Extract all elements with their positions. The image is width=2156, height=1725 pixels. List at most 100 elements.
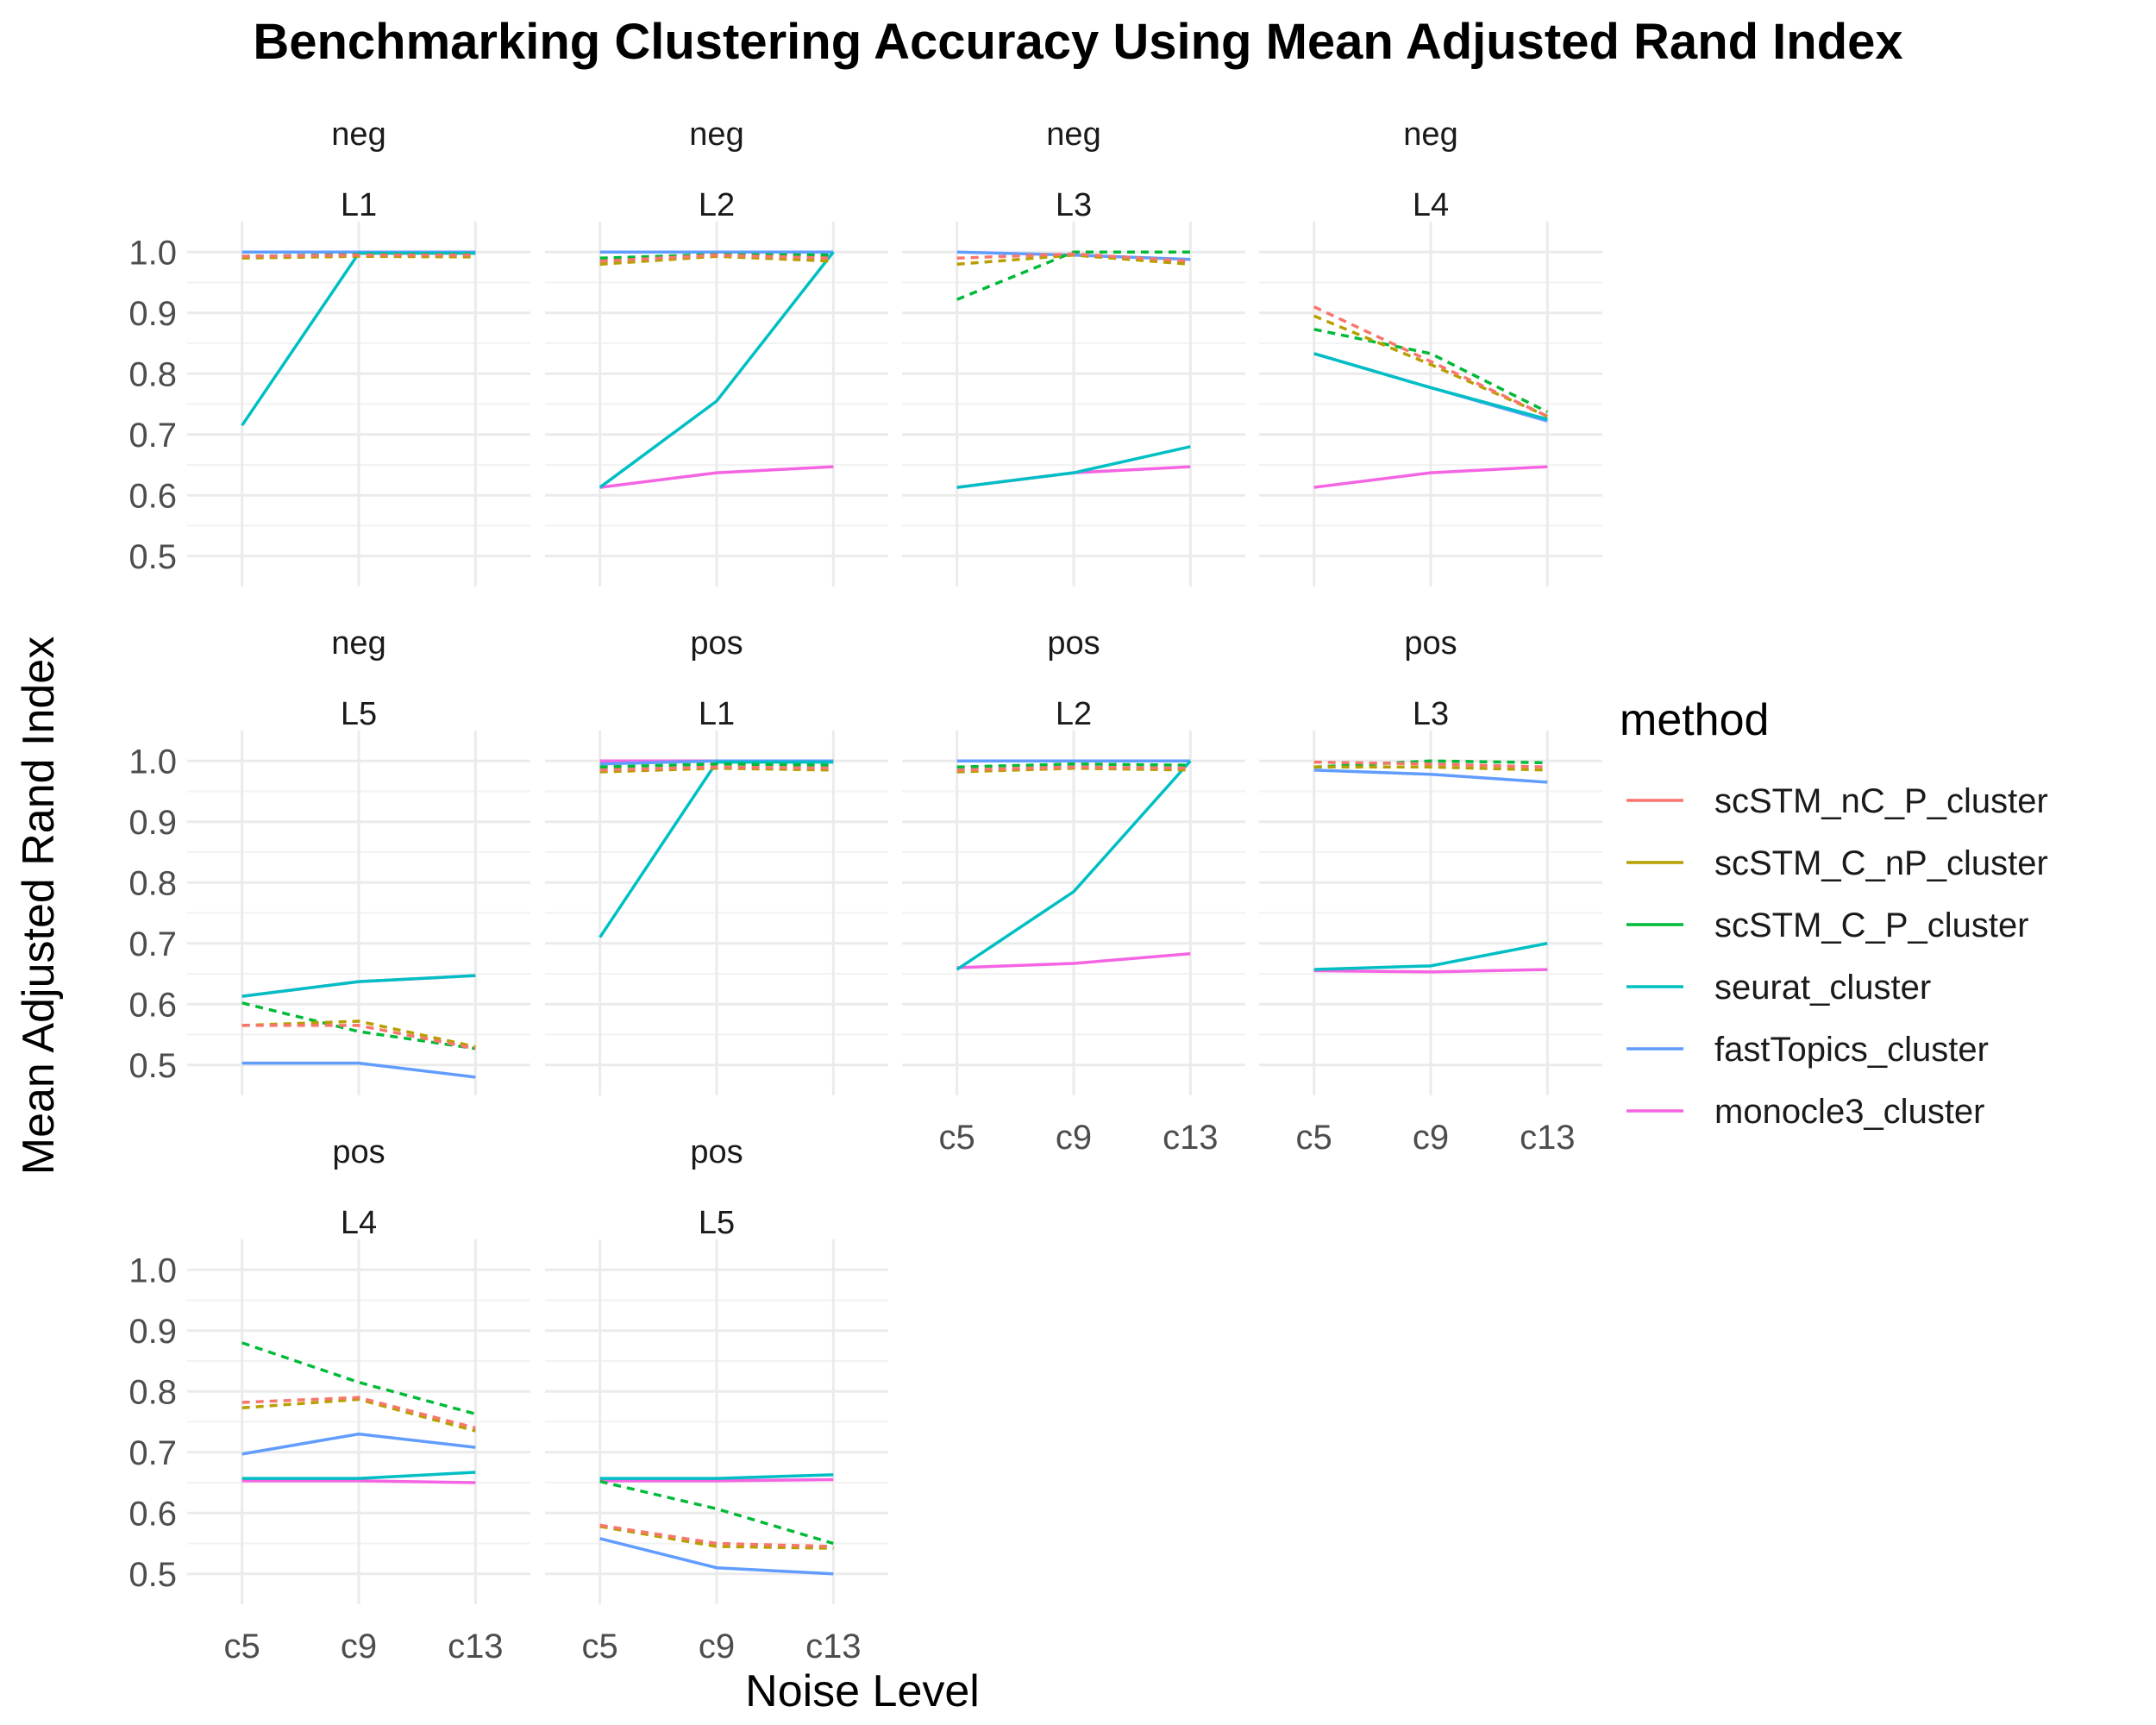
y-tick-label: 0.6 — [128, 1495, 177, 1533]
series-line-scSTM_C_nP_cluster — [1313, 765, 1548, 772]
legend-label: scSTM_C_P_cluster — [1714, 906, 2029, 944]
series-line-seurat_cluster — [1313, 352, 1548, 421]
series-line-seurat_cluster — [599, 251, 835, 489]
y-tick-label: 0.9 — [128, 295, 177, 333]
strip-label-level: L1 — [341, 187, 377, 223]
series-line-scSTM_nC_P_cluster — [1313, 305, 1549, 418]
y-tick-label: 1.0 — [128, 1251, 177, 1289]
x-tick-label: c13 — [448, 1628, 504, 1665]
series-line-monocle3_cluster — [599, 465, 834, 489]
y-tick-label: 1.0 — [128, 234, 177, 272]
series-line-seurat_cluster — [241, 1471, 476, 1480]
y-tick-label: 0.7 — [128, 1434, 177, 1472]
series-line-scSTM_nC_P_cluster — [241, 1024, 476, 1051]
series-line-fastTopics_cluster — [1313, 768, 1548, 784]
facet-panel: pos L2 c5 c9 c13 — [902, 625, 1245, 1157]
series-line-seurat_cluster — [956, 445, 1191, 489]
strip-label-sign: pos — [332, 1134, 385, 1170]
legend-item: seurat_cluster — [1626, 969, 1931, 1007]
strip-label-sign: pos — [690, 1134, 743, 1170]
chart-title: Benchmarking Clustering Accuracy Using M… — [253, 14, 1902, 70]
series-line-monocle3_cluster — [1313, 465, 1548, 489]
legend: method scSTM_nC_P_cluster scSTM_C_nP_clust… — [1620, 695, 2048, 1131]
x-tick-label: c13 — [1163, 1119, 1219, 1157]
y-tick-label: 0.5 — [128, 1556, 177, 1594]
facet-panel: neg L4 — [1259, 116, 1602, 586]
y-tick-label: 1.0 — [128, 743, 177, 781]
series-line-scSTM_C_nP_cluster — [1313, 314, 1549, 418]
series-line-monocle3_cluster — [599, 1477, 834, 1483]
series-line-scSTM_nC_P_cluster — [599, 765, 834, 772]
strip-label-level: L1 — [699, 696, 735, 732]
strip-label-sign: neg — [331, 116, 385, 153]
series-line-scSTM_C_nP_cluster — [241, 1019, 476, 1049]
y-tick-label: 0.5 — [128, 1047, 177, 1085]
x-tick-label: c13 — [1520, 1119, 1576, 1157]
strip-label-sign: pos — [1047, 625, 1100, 662]
y-tick-label: 0.7 — [128, 417, 177, 455]
strip-label-sign: pos — [1404, 625, 1457, 662]
y-tick-label: 0.8 — [128, 1373, 177, 1411]
series-line-scSTM_nC_P_cluster — [241, 254, 476, 258]
legend-item: fastTopics_cluster — [1626, 1031, 1989, 1069]
legend-item: scSTM_nC_P_cluster — [1626, 782, 2048, 820]
x-tick-label: c5 — [224, 1628, 260, 1665]
series-line-scSTM_nC_P_cluster — [241, 1396, 476, 1430]
facet-panel: neg L5 0.5 0.6 0.7 0.8 0.9 1.0 — [128, 625, 530, 1095]
x-tick-label: c9 — [341, 1628, 377, 1665]
series-line-scSTM_C_P_cluster — [1313, 759, 1548, 769]
series-line-monocle3_cluster — [1313, 968, 1548, 974]
series-line-fastTopics_cluster — [241, 1432, 476, 1456]
facet-panel: pos L3 c5 c9 c13 — [1259, 625, 1602, 1157]
y-tick-label: 0.5 — [128, 538, 177, 576]
y-tick-label: 0.7 — [128, 925, 177, 963]
facet-panel: neg L3 — [902, 116, 1245, 586]
x-tick-label: c5 — [939, 1119, 975, 1157]
series-line-scSTM_C_nP_cluster — [599, 1525, 834, 1550]
series-line-fastTopics_cluster — [241, 1061, 476, 1079]
strip-label-level: L3 — [1413, 696, 1449, 732]
legend-title: method — [1620, 695, 1769, 745]
series-line-fastTopics_cluster — [599, 1537, 834, 1576]
y-tick-label: 0.8 — [128, 355, 177, 393]
legend-label: monocle3_cluster — [1714, 1093, 1985, 1131]
legend-label: seurat_cluster — [1714, 969, 1931, 1007]
x-tick-label: c9 — [1056, 1119, 1092, 1157]
series-line-seurat_cluster — [599, 760, 834, 938]
x-tick-label: c9 — [1413, 1119, 1449, 1157]
series-line-scSTM_nC_P_cluster — [1313, 760, 1548, 769]
series-line-seurat_cluster — [599, 1473, 834, 1480]
y-tick-label: 0.6 — [128, 477, 177, 515]
series-line-scSTM_C_P_cluster — [599, 762, 834, 769]
x-axis-title: Noise Level — [745, 1666, 980, 1716]
facet-panel: pos L1 — [545, 625, 888, 1095]
strip-label-level: L4 — [341, 1205, 377, 1241]
strip-label-sign: pos — [690, 625, 743, 662]
strip-label-sign: neg — [331, 625, 385, 662]
y-tick-label: 0.9 — [128, 804, 177, 842]
x-tick-label: c5 — [582, 1628, 618, 1665]
series-line-scSTM_C_nP_cluster — [241, 1397, 476, 1433]
series-line-scSTM_nC_P_cluster — [956, 252, 1191, 263]
series-line-monocle3_cluster — [241, 1479, 476, 1484]
legend-item: scSTM_C_P_cluster — [1626, 906, 2029, 944]
legend-label: fastTopics_cluster — [1714, 1031, 1989, 1069]
legend-label: scSTM_nC_P_cluster — [1714, 782, 2048, 820]
strip-label-level: L2 — [699, 187, 735, 223]
series-line-seurat_cluster — [241, 974, 476, 998]
facet-panel: neg L1 0.5 0.6 0.7 0.8 0.9 1.0 — [128, 116, 530, 586]
facet-panels: negL10.50.60.70.80.91.0negL2negL3negL4ne… — [128, 116, 1602, 1665]
strip-label-level: L5 — [341, 696, 377, 732]
series-line-scSTM_nC_P_cluster — [956, 765, 1191, 772]
series-line-scSTM_C_P_cluster — [241, 1001, 476, 1051]
legend-item: scSTM_C_nP_cluster — [1626, 844, 2048, 882]
strip-label-sign: neg — [1046, 116, 1100, 153]
x-tick-label: c9 — [699, 1628, 735, 1665]
series-line-scSTM_C_P_cluster — [956, 250, 1191, 301]
strip-label-level: L2 — [1056, 696, 1092, 732]
x-tick-label: c13 — [805, 1628, 862, 1665]
legend-label: scSTM_C_nP_cluster — [1714, 844, 2048, 882]
facet-panel: neg L2 — [545, 116, 888, 586]
x-tick-label: c5 — [1296, 1119, 1332, 1157]
